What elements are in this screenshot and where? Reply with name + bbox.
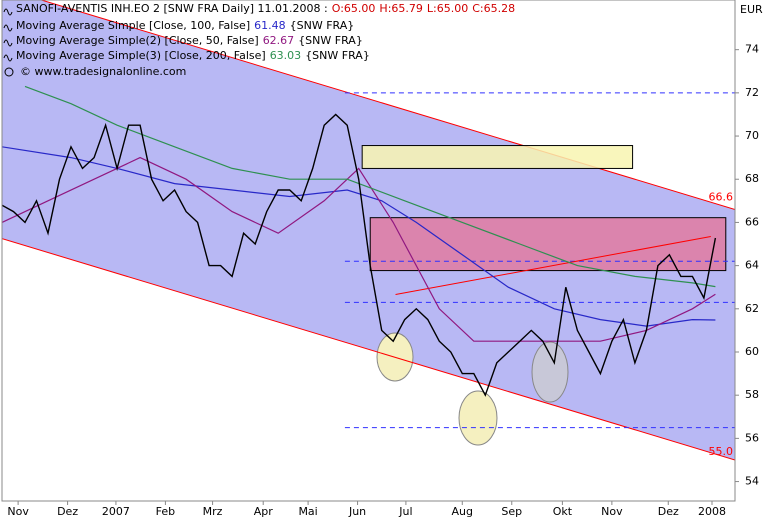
quote-value: O:65.00 bbox=[332, 2, 376, 15]
quote-value: H:65.79 bbox=[379, 2, 422, 15]
moving-average-line bbox=[2, 156, 716, 342]
y-tick-label: 68 bbox=[745, 172, 759, 185]
y-tick-label: 66 bbox=[745, 215, 759, 228]
x-tick-label: Nov bbox=[7, 505, 29, 518]
x-tick-label: Feb bbox=[156, 505, 175, 518]
x-tick-label: Mai bbox=[298, 505, 317, 518]
x-tick-label: Dez bbox=[57, 505, 78, 518]
quote-value: L:65.00 bbox=[427, 2, 468, 15]
plot-frame bbox=[1, 0, 736, 502]
legend-icon bbox=[3, 8, 13, 16]
legend-name: Moving Average Simple [Close, 100, False… bbox=[16, 19, 250, 32]
x-tick-label: Dez bbox=[658, 505, 679, 518]
legend: SANOFI-AVENTIS INH.EO 2 [SNW FRA Daily] … bbox=[3, 2, 515, 78]
x-tick-label: Jun bbox=[348, 505, 366, 518]
x-tick-label: Jul bbox=[398, 505, 412, 518]
price-line bbox=[2, 113, 717, 397]
x-tick-label: Okt bbox=[553, 505, 573, 518]
y-tick-label: 56 bbox=[745, 431, 759, 444]
moving-average-line bbox=[24, 85, 716, 288]
y-tick-label: 60 bbox=[745, 345, 759, 358]
channel-label: 66.6 bbox=[709, 190, 734, 203]
x-tick-label: Nov bbox=[601, 505, 623, 518]
y-tick-label: 54 bbox=[745, 475, 759, 488]
legend-value: 63.03 bbox=[270, 49, 302, 62]
x-tick-label: 2008 bbox=[698, 505, 726, 518]
x-tick-label: 2007 bbox=[102, 505, 130, 518]
title: SANOFI-AVENTIS INH.EO 2 [SNW FRA Daily] … bbox=[16, 2, 328, 15]
moving-average-line bbox=[2, 146, 716, 327]
y-tick-label: 74 bbox=[745, 43, 759, 56]
y-tick-label: 72 bbox=[745, 86, 759, 99]
trend-line bbox=[395, 235, 711, 296]
zone-box bbox=[369, 217, 727, 272]
channel-label: 55.0 bbox=[709, 445, 734, 458]
legend-name: Moving Average Simple(3) [Close, 200, Fa… bbox=[16, 49, 266, 62]
legend-icon bbox=[3, 24, 13, 32]
pattern-highlight bbox=[531, 341, 569, 403]
pattern-highlight bbox=[458, 390, 498, 446]
y-tick-label: 64 bbox=[745, 259, 759, 272]
plot-area bbox=[2, 0, 735, 461]
legend-value: 62.67 bbox=[263, 34, 295, 47]
channel-line bbox=[39, 0, 735, 210]
y-tick-label: 62 bbox=[745, 302, 759, 315]
currency-label: EUR bbox=[740, 3, 763, 16]
legend-icon bbox=[3, 39, 13, 47]
source: © www.tradesignalonline.com bbox=[20, 65, 186, 78]
zone-box bbox=[361, 145, 634, 169]
legend-tag: {SNW FRA} bbox=[305, 49, 370, 62]
legend-icon bbox=[3, 54, 13, 62]
x-tick-label: Aug bbox=[452, 505, 473, 518]
y-tick-label: 70 bbox=[745, 129, 759, 142]
legend-name: Moving Average Simple(2) [Close, 50, Fal… bbox=[16, 34, 259, 47]
x-tick-label: Apr bbox=[254, 505, 274, 518]
x-tick-label: Mrz bbox=[203, 505, 223, 518]
source-icon bbox=[4, 67, 14, 77]
legend-tag: {SNW FRA} bbox=[298, 34, 363, 47]
legend-value: 61.48 bbox=[254, 19, 286, 32]
channel-line bbox=[2, 238, 735, 461]
quote-value: C:65.28 bbox=[472, 2, 515, 15]
x-tick-label: Sep bbox=[501, 505, 522, 518]
y-tick-label: 58 bbox=[745, 388, 759, 401]
legend-tag: {SNW FRA} bbox=[290, 19, 355, 32]
